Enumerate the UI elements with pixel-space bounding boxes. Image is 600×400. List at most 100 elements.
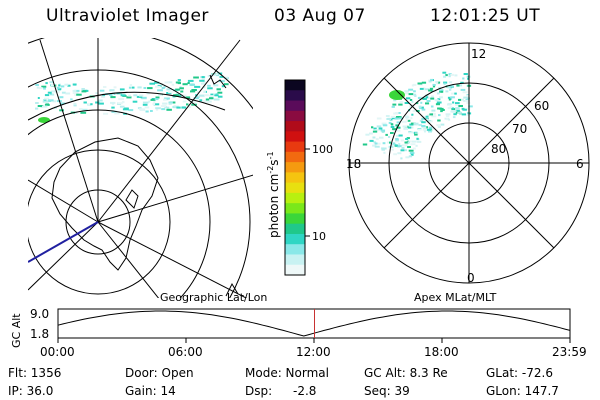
aurora-pixel: [153, 100, 156, 103]
aurora-pixel: [438, 86, 441, 89]
aurora-pixel: [369, 132, 373, 135]
aurora-pixel: [61, 91, 66, 94]
aurora-pixel: [407, 146, 411, 148]
colorbar-segment: [285, 141, 305, 153]
colorbar-tick-10: 10: [312, 230, 326, 243]
aurora-pixel: [51, 84, 55, 87]
aurora-pixel: [448, 81, 453, 84]
aurora-pixel: [114, 112, 120, 115]
aurora-pixel: [423, 130, 426, 133]
mlt-18-label: 18: [346, 157, 361, 171]
aurora-pixel: [404, 141, 410, 144]
aurora-pixel: [412, 110, 416, 112]
aurora-pixel: [111, 110, 117, 113]
colorbar-segment: [285, 151, 305, 163]
aurora-pixel: [207, 75, 212, 78]
aurora-pixel: [202, 86, 206, 89]
aurora-pixel: [83, 101, 87, 104]
aurora-pixel: [44, 94, 50, 97]
aurora-pixel: [121, 101, 125, 104]
aurora-pixel: [413, 122, 419, 125]
aurora-pixel: [87, 103, 91, 106]
mlat-80-label: 80: [491, 142, 506, 156]
aurora-pixel: [116, 92, 123, 95]
aurora-pixel: [376, 117, 382, 120]
aurora-pixel: [122, 92, 126, 95]
aurora-pixel: [372, 144, 377, 147]
aurora-pixel: [156, 108, 159, 111]
aurora-pixel: [413, 93, 417, 96]
aurora-pixel: [172, 95, 176, 98]
aurora-pixel: [439, 96, 443, 99]
aurora-pixel: [111, 106, 115, 109]
aurora-pixel: [416, 140, 422, 143]
aurora-pixel: [207, 84, 211, 87]
aurora-pixel: [404, 102, 409, 104]
aurora-pixel: [466, 75, 469, 78]
aurora-pixel: [398, 143, 401, 146]
colorbar-segment: [285, 203, 305, 215]
aurora-pixel: [421, 121, 426, 124]
aurora-pixel: [455, 102, 460, 105]
aurora-pixel: [428, 130, 432, 133]
aurora-pixel: [49, 81, 54, 84]
aurora-pixel: [410, 122, 416, 125]
geo-meridian: [97, 221, 248, 298]
aurora-pixel: [410, 143, 416, 146]
aurora-pixel: [136, 95, 143, 98]
aurora-pixel: [147, 87, 153, 90]
aurora-pixel: [119, 105, 125, 108]
colorbar-frame: [284, 79, 306, 276]
aurora-pixel: [138, 94, 144, 97]
aurora-pixel: [411, 113, 414, 116]
geo-panel-title: Geographic Lat/Lon: [160, 291, 267, 304]
aurora-pixel: [423, 116, 426, 119]
aurora-pixel: [193, 76, 199, 79]
aurora-pixel: [41, 85, 47, 88]
aurora-pixel: [430, 78, 433, 81]
aurora-pixel: [168, 102, 172, 105]
aurora-pixel: [455, 107, 460, 110]
time-tick-label: 23:59: [552, 345, 587, 359]
aurora-pixel: [396, 134, 400, 137]
aurora-pixel: [201, 76, 205, 79]
aurora-pixel: [176, 106, 181, 109]
aurora-pixel: [37, 97, 40, 99]
aurora-pixel: [421, 108, 426, 111]
aurora-pixel: [443, 81, 448, 84]
aurora-pixel: [99, 89, 105, 92]
aurora-pixel: [390, 126, 395, 128]
door-status: Door: Open: [125, 366, 194, 380]
aurora-pixel: [72, 89, 77, 92]
aurora-pixel: [397, 145, 402, 148]
aurora-pixel: [425, 118, 429, 121]
aurora-pixel: [72, 92, 79, 94]
aurora-pixel: [161, 87, 165, 89]
aurora-pixel: [421, 81, 427, 84]
aurora-pixel: [466, 113, 469, 116]
aurora-pixel: [396, 126, 401, 129]
aurora-pixel: [413, 90, 416, 93]
aurora-pixel: [113, 86, 117, 89]
aurora-pixel: [202, 100, 209, 103]
aurora-pixel: [410, 117, 413, 120]
aurora-pixel: [59, 96, 64, 99]
mlat-70-label: 70: [512, 122, 527, 136]
aurora-pixel: [42, 100, 49, 103]
aurora-pixel: [437, 98, 441, 101]
aurora-pixel: [430, 105, 434, 108]
apex-polar-map: 12 18 6 0 60 70 80: [346, 42, 590, 285]
earth-limb: [28, 91, 226, 121]
altitude-time-ticks: [57, 338, 571, 343]
aurora-pixel: [432, 85, 436, 88]
aurora-pixel: [418, 96, 423, 99]
aurora-pixel: [52, 100, 56, 103]
aurora-pixel: [431, 112, 436, 115]
aurora-pixel: [437, 107, 442, 110]
aurora-pixel: [157, 89, 163, 92]
aurora-pixel: [423, 97, 427, 100]
aurora-pixel: [133, 94, 138, 97]
aurora-pixel: [110, 101, 116, 104]
aurora-pixel: [142, 103, 148, 106]
aurora-pixel: [217, 95, 223, 98]
